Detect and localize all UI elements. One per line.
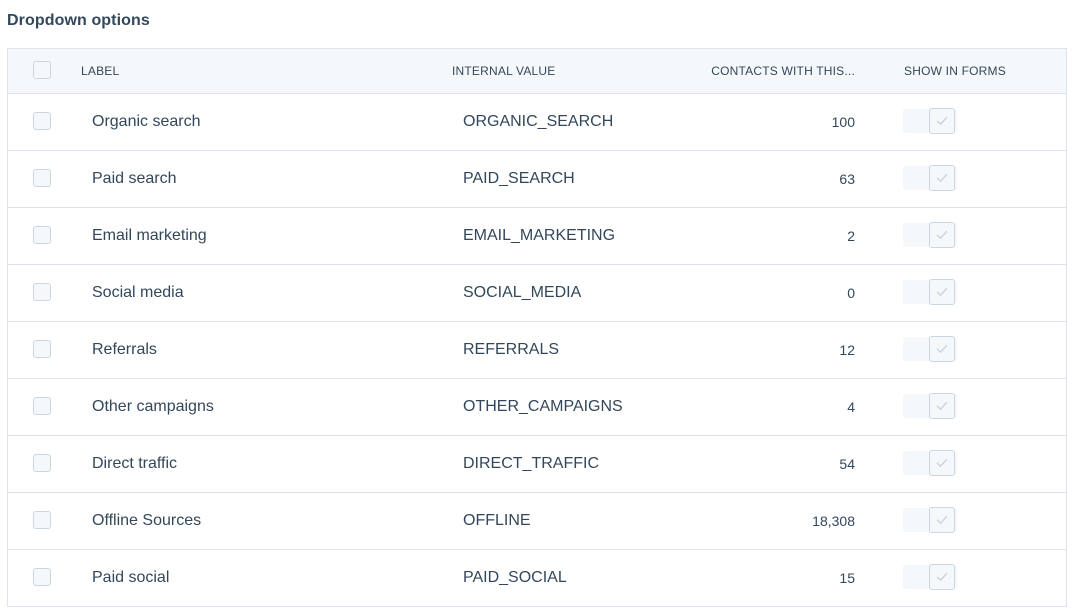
column-header-contacts[interactable]: CONTACTS WITH THIS... bbox=[711, 64, 855, 78]
option-contacts-count: 100 bbox=[831, 114, 855, 130]
row-checkbox[interactable] bbox=[33, 397, 51, 415]
option-internal-value: SOCIAL_MEDIA bbox=[463, 284, 582, 301]
option-internal-value: REFERRALS bbox=[463, 341, 560, 358]
row-checkbox[interactable] bbox=[33, 226, 51, 244]
option-internal-value: EMAIL_MARKETING bbox=[463, 227, 616, 244]
table-row: Social media SOCIAL_MEDIA 0 bbox=[8, 265, 1066, 322]
option-label: Email marketing bbox=[92, 227, 207, 244]
dropdown-options-table: LABEL INTERNAL VALUE CONTACTS WITH THIS.… bbox=[7, 48, 1067, 607]
toggle-knob bbox=[929, 393, 955, 419]
toggle-knob bbox=[929, 450, 955, 476]
option-label: Referrals bbox=[92, 341, 157, 358]
show-in-forms-toggle[interactable] bbox=[903, 336, 958, 362]
column-header-internal-value[interactable]: INTERNAL VALUE bbox=[452, 64, 556, 78]
check-icon bbox=[936, 401, 948, 410]
check-icon bbox=[936, 230, 948, 239]
toggle-knob bbox=[929, 564, 955, 590]
option-internal-value: PAID_SOCIAL bbox=[463, 569, 567, 586]
table-body: Organic search ORGANIC_SEARCH 100 Paid s… bbox=[8, 94, 1066, 607]
option-label: Social media bbox=[92, 284, 184, 301]
toggle-knob bbox=[929, 165, 955, 191]
check-icon bbox=[936, 458, 948, 467]
option-internal-value: DIRECT_TRAFFIC bbox=[463, 455, 599, 472]
show-in-forms-toggle[interactable] bbox=[903, 279, 958, 305]
toggle-knob bbox=[929, 279, 955, 305]
option-label: Direct traffic bbox=[92, 455, 178, 472]
row-checkbox[interactable] bbox=[33, 340, 51, 358]
column-header-label[interactable]: LABEL bbox=[81, 64, 120, 78]
option-contacts-count: 15 bbox=[839, 570, 855, 586]
show-in-forms-toggle[interactable] bbox=[903, 507, 958, 533]
table-row: Offline Sources OFFLINE 18,308 bbox=[8, 493, 1066, 550]
option-label: Paid search bbox=[92, 170, 177, 187]
check-icon bbox=[936, 344, 948, 353]
show-in-forms-toggle[interactable] bbox=[903, 450, 958, 476]
option-label: Organic search bbox=[92, 113, 201, 130]
row-checkbox[interactable] bbox=[33, 112, 51, 130]
option-contacts-count: 18,308 bbox=[812, 513, 855, 529]
table-row: Referrals REFERRALS 12 bbox=[8, 322, 1066, 379]
table-header-row: LABEL INTERNAL VALUE CONTACTS WITH THIS.… bbox=[8, 49, 1066, 94]
section-title: Dropdown options bbox=[7, 12, 150, 29]
row-checkbox[interactable] bbox=[33, 568, 51, 586]
show-in-forms-toggle[interactable] bbox=[903, 108, 958, 134]
option-contacts-count: 0 bbox=[847, 285, 855, 301]
row-checkbox[interactable] bbox=[33, 454, 51, 472]
option-label: Offline Sources bbox=[92, 512, 202, 529]
table-row: Direct traffic DIRECT_TRAFFIC 54 bbox=[8, 436, 1066, 493]
option-label: Paid social bbox=[92, 569, 170, 586]
option-contacts-count: 12 bbox=[839, 342, 855, 358]
check-icon bbox=[936, 515, 948, 524]
select-all-checkbox[interactable] bbox=[33, 61, 51, 79]
option-internal-value: OTHER_CAMPAIGNS bbox=[463, 398, 623, 415]
toggle-knob bbox=[929, 336, 955, 362]
toggle-knob bbox=[929, 507, 955, 533]
option-internal-value: OFFLINE bbox=[463, 512, 531, 529]
toggle-knob bbox=[929, 108, 955, 134]
show-in-forms-toggle[interactable] bbox=[903, 564, 958, 590]
option-label: Other campaigns bbox=[92, 398, 214, 415]
option-contacts-count: 4 bbox=[847, 399, 855, 415]
option-contacts-count: 63 bbox=[839, 171, 855, 187]
show-in-forms-toggle[interactable] bbox=[903, 165, 958, 191]
row-checkbox[interactable] bbox=[33, 511, 51, 529]
option-internal-value: ORGANIC_SEARCH bbox=[463, 113, 614, 130]
check-icon bbox=[936, 173, 948, 182]
table-row: Email marketing EMAIL_MARKETING 2 bbox=[8, 208, 1066, 265]
option-contacts-count: 54 bbox=[839, 456, 855, 472]
table-row: Paid search PAID_SEARCH 63 bbox=[8, 151, 1066, 208]
table-row: Other campaigns OTHER_CAMPAIGNS 4 bbox=[8, 379, 1066, 436]
row-checkbox[interactable] bbox=[33, 169, 51, 187]
column-header-show-in-forms[interactable]: SHOW IN FORMS bbox=[904, 64, 1006, 78]
check-icon bbox=[936, 116, 948, 125]
show-in-forms-toggle[interactable] bbox=[903, 222, 958, 248]
check-icon bbox=[936, 572, 948, 581]
option-contacts-count: 2 bbox=[847, 228, 855, 244]
option-internal-value: PAID_SEARCH bbox=[463, 170, 575, 187]
table-row: Paid social PAID_SOCIAL 15 bbox=[8, 550, 1066, 607]
toggle-knob bbox=[929, 222, 955, 248]
show-in-forms-toggle[interactable] bbox=[903, 393, 958, 419]
check-icon bbox=[936, 287, 948, 296]
table-row: Organic search ORGANIC_SEARCH 100 bbox=[8, 94, 1066, 151]
row-checkbox[interactable] bbox=[33, 283, 51, 301]
